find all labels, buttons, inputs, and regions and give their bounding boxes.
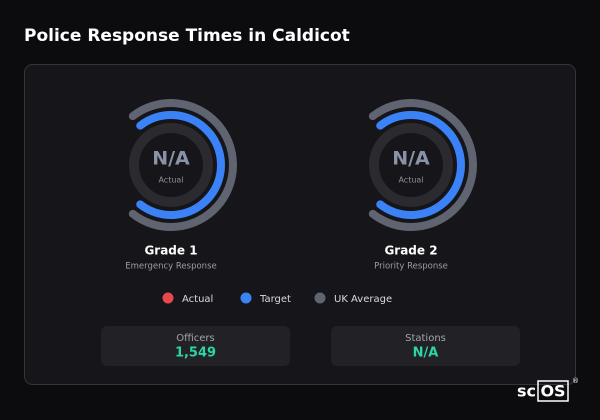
uk-average-arc	[128, 99, 237, 231]
target-arc	[136, 111, 225, 219]
gauge-caption: Actual	[398, 176, 423, 185]
gauge-value: N/A	[152, 148, 190, 170]
legend-label: Actual	[182, 294, 213, 305]
actual-track	[129, 123, 213, 207]
gauge-value: N/A	[392, 148, 430, 170]
legend-label: UK Average	[334, 294, 392, 305]
gauge-subtitle: Emergency Response	[125, 262, 216, 272]
stat-box	[101, 326, 290, 366]
uk-average-arc	[368, 99, 477, 231]
stat-box	[331, 326, 520, 366]
gauge-subtitle: Priority Response	[374, 262, 448, 272]
legend-swatch	[314, 292, 326, 304]
brand-box	[537, 380, 569, 402]
gauge-title: Grade 1	[144, 244, 197, 258]
legend-swatch	[162, 292, 174, 304]
brand-prefix: sc	[517, 382, 536, 401]
stat-label: Officers	[176, 333, 215, 344]
legend-label: Target	[259, 294, 291, 305]
target-arc	[376, 111, 465, 219]
gauge-title: Grade 2	[384, 244, 437, 258]
brand-boxed: OS	[540, 382, 565, 401]
legend: Actual Target UK Average	[162, 292, 392, 305]
actual-track	[369, 123, 453, 207]
gauges: N/A Actual Grade 1 Emergency Response N/A Act…	[125, 99, 477, 272]
stat-value: 1,549	[175, 346, 216, 361]
legend-swatch	[240, 292, 252, 304]
stat-label: Stations	[405, 333, 446, 344]
stat-value: N/A	[413, 346, 439, 361]
page-title: Police Response Times in Caldicot	[24, 26, 350, 46]
gauge-caption: Actual	[158, 176, 183, 185]
brand-mark: ®	[572, 377, 579, 385]
